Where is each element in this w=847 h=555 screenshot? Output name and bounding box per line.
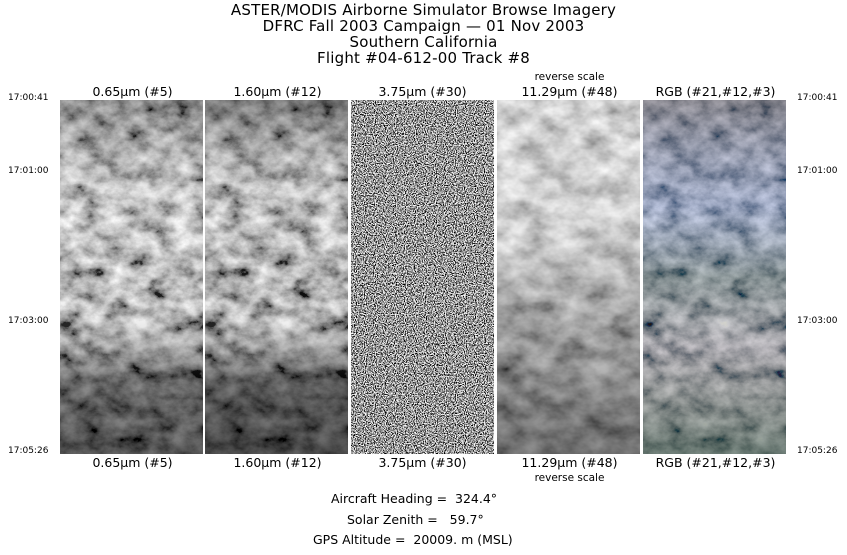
time-label-right-4: 17:05:26: [797, 446, 838, 456]
band-label-bottom-1: 0.65μm (#5): [92, 455, 173, 470]
time-label-left-2: 17:01:00: [8, 166, 49, 176]
time-label-left-1: 17:00:41: [8, 93, 49, 103]
time-label-right-1: 17:00:41: [797, 93, 838, 103]
reverse-scale-note-bottom: reverse scale: [534, 472, 605, 484]
time-label-right-2: 17:01:00: [797, 166, 838, 176]
image-panel-rgb: [643, 100, 786, 454]
title-line-1: ASTER/MODIS Airborne Simulator Browse Im…: [230, 1, 617, 19]
title-block: ASTER/MODIS Airborne Simulator Browse Im…: [0, 2, 847, 66]
band-label-top-2: 1.60μm (#12): [233, 84, 322, 99]
reverse-scale-note-top: reverse scale: [534, 71, 605, 83]
title-line-2: DFRC Fall 2003 Campaign — 01 Nov 2003: [262, 17, 585, 35]
time-label-left-3: 17:03:00: [8, 316, 49, 326]
image-panel-375um: [351, 100, 494, 454]
image-panel-1129um: [497, 100, 640, 454]
band-label-bottom-5: RGB (#21,#12,#3): [655, 455, 776, 470]
time-label-right-3: 17:03:00: [797, 316, 838, 326]
band-label-top-3: 3.75μm (#30): [378, 84, 467, 99]
band-label-bottom-3: 3.75μm (#30): [378, 455, 467, 470]
gps-altitude: GPS Altitude = 20009. m (MSL): [313, 532, 513, 547]
image-panel-065um: [60, 100, 203, 454]
band-label-top-5: RGB (#21,#12,#3): [655, 84, 776, 99]
band-label-bottom-4: 11.29μm (#48): [521, 455, 618, 470]
solar-zenith: Solar Zenith = 59.7°: [347, 512, 484, 527]
image-panel-160um: [205, 100, 348, 454]
aircraft-heading: Aircraft Heading = 324.4°: [331, 491, 498, 506]
title-line-3: Southern California: [349, 33, 498, 51]
band-label-top-1: 0.65μm (#5): [92, 84, 173, 99]
band-label-top-4: 11.29μm (#48): [521, 84, 618, 99]
band-label-bottom-2: 1.60μm (#12): [233, 455, 322, 470]
time-label-left-4: 17:05:26: [8, 446, 49, 456]
title-line-4: Flight #04-612-00 Track #8: [317, 49, 530, 67]
